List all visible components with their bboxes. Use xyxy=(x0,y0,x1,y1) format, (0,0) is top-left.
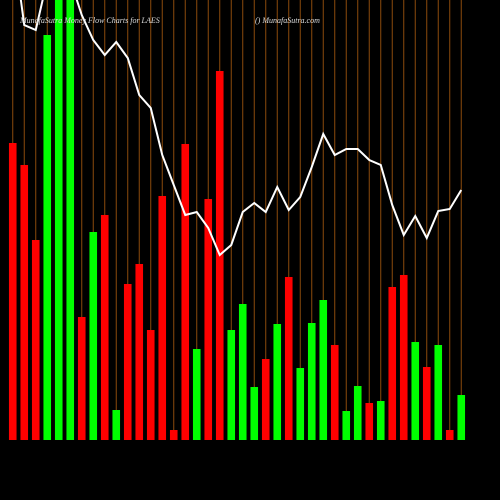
bar xyxy=(66,0,75,440)
bar xyxy=(399,275,408,440)
bar xyxy=(146,330,155,440)
chart-title: MunafaSutra Money Flow Charts for LAES xyxy=(19,16,160,25)
bar xyxy=(227,330,236,440)
chart-subtitle: () MunafaSutra.com xyxy=(255,16,320,25)
bar xyxy=(89,232,98,440)
bar xyxy=(307,323,316,440)
bar xyxy=(330,345,339,440)
bar xyxy=(100,215,109,440)
bar xyxy=(376,401,385,440)
bar xyxy=(112,410,121,440)
bar xyxy=(169,430,178,440)
bar xyxy=(123,284,132,440)
line-layer xyxy=(19,0,463,257)
bar xyxy=(250,387,259,440)
bar xyxy=(204,199,213,440)
bar xyxy=(365,403,374,440)
bar xyxy=(158,196,167,440)
bar xyxy=(192,349,201,440)
bar xyxy=(445,430,454,440)
bar xyxy=(411,342,420,440)
bar xyxy=(273,324,282,440)
bar xyxy=(20,165,29,440)
bar xyxy=(422,367,431,440)
bar xyxy=(77,317,86,440)
bar xyxy=(284,277,293,440)
bar xyxy=(353,386,362,440)
bar xyxy=(181,144,190,440)
bar xyxy=(388,287,397,440)
bar xyxy=(319,300,328,440)
bar xyxy=(434,345,443,440)
bar xyxy=(296,368,305,440)
bar xyxy=(238,304,247,440)
bar xyxy=(342,411,351,440)
bar xyxy=(261,359,270,440)
bar xyxy=(43,35,52,440)
line xyxy=(19,0,463,257)
bar xyxy=(31,240,40,440)
bar xyxy=(54,0,63,440)
bar xyxy=(457,395,466,440)
bar xyxy=(8,143,17,440)
bar xyxy=(135,264,144,440)
bars xyxy=(8,0,466,440)
